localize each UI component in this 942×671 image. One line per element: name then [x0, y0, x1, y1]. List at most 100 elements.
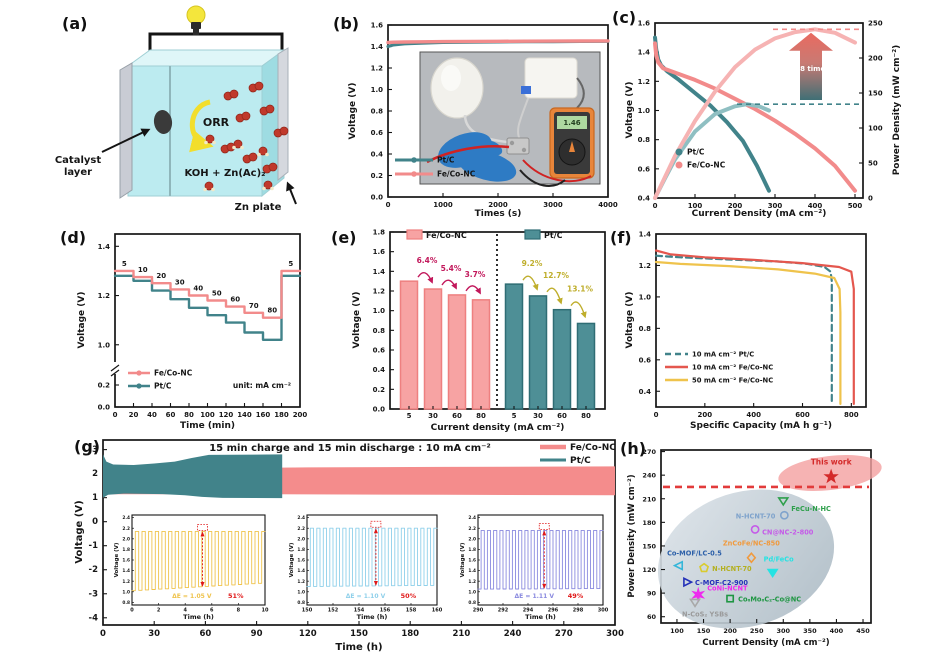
svg-text:Voltage (V): Voltage (V): [77, 292, 87, 349]
svg-text:Pd/FeCo: Pd/FeCo: [764, 556, 795, 564]
svg-text:Fe/Co-NC: Fe/Co-NC: [154, 369, 193, 378]
svg-text:30: 30: [175, 278, 185, 286]
svg-text:8: 8: [237, 608, 241, 614]
svg-text:10: 10: [138, 266, 148, 274]
svg-text:180: 180: [401, 629, 419, 639]
svg-text:20: 20: [129, 411, 139, 419]
svg-text:5: 5: [122, 260, 127, 268]
svg-text:0.4: 0.4: [373, 366, 386, 374]
svg-text:Co-MOF/LC-0.5: Co-MOF/LC-0.5: [667, 550, 722, 558]
svg-text:2: 2: [92, 469, 98, 479]
svg-text:Voltage (V): Voltage (V): [625, 292, 635, 349]
panel-b-label: (b): [333, 14, 360, 33]
svg-text:1.0: 1.0: [638, 107, 651, 115]
svg-text:180: 180: [642, 519, 656, 527]
svg-text:layer: layer: [64, 167, 92, 178]
svg-text:1.4: 1.4: [638, 49, 651, 57]
svg-text:30: 30: [533, 412, 543, 420]
svg-text:60: 60: [647, 613, 657, 621]
svg-text:0: 0: [113, 411, 118, 419]
svg-text:400: 400: [746, 411, 761, 419]
svg-text:1.2: 1.2: [98, 292, 111, 300]
svg-text:1000: 1000: [433, 201, 453, 209]
panel-g-chart: 0 30 60 90 120 150 180 210 240 270 300-4-3-2-10123…: [74, 439, 624, 653]
svg-text:Catalyst: Catalyst: [55, 155, 102, 166]
svg-text:60: 60: [199, 629, 211, 639]
svg-text:150: 150: [642, 542, 656, 550]
svg-text:40: 40: [147, 411, 157, 419]
svg-text:1.0: 1.0: [639, 293, 652, 301]
svg-text:0.4: 0.4: [638, 195, 651, 203]
svg-text:60: 60: [452, 412, 462, 420]
svg-text:1.8: 1.8: [122, 547, 130, 553]
svg-text:0.8: 0.8: [638, 136, 651, 144]
svg-text:Pt/C: Pt/C: [437, 156, 455, 165]
svg-text:1.2: 1.2: [638, 78, 651, 86]
svg-text:300: 300: [598, 608, 609, 614]
svg-text:0: 0: [100, 629, 106, 639]
svg-text:This work: This work: [811, 458, 853, 467]
svg-text:800: 800: [844, 411, 859, 419]
svg-text:Voltage (V): Voltage (V): [114, 542, 120, 577]
svg-text:1.46: 1.46: [563, 119, 580, 127]
svg-text:2.0: 2.0: [122, 536, 130, 542]
svg-text:ΔE = 1.05 V: ΔE = 1.05 V: [172, 593, 212, 600]
svg-text:1.4: 1.4: [371, 43, 384, 51]
svg-text:0.6: 0.6: [371, 129, 384, 137]
svg-text:Pt/C: Pt/C: [570, 456, 591, 466]
svg-text:Pt/C: Pt/C: [687, 148, 705, 157]
svg-text:1.6: 1.6: [373, 248, 386, 256]
svg-text:Time (h): Time (h): [335, 642, 382, 653]
svg-text:0.0: 0.0: [373, 406, 386, 414]
panel-c-chart: 0 100 200 300 400 500 0.4 0.6 0.8 1.0 1.2 1.4 1.6 0 50…: [625, 20, 902, 220]
svg-text:50%: 50%: [401, 592, 417, 600]
svg-text:0.2: 0.2: [371, 172, 384, 180]
svg-text:100: 100: [670, 627, 684, 635]
svg-text:1.8: 1.8: [468, 547, 476, 553]
svg-text:5: 5: [288, 260, 293, 268]
svg-text:160: 160: [256, 411, 271, 419]
svg-text:Voltage (V): Voltage (V): [348, 83, 358, 140]
svg-text:1.2: 1.2: [371, 65, 384, 73]
svg-text:1.2: 1.2: [122, 579, 130, 585]
svg-text:150: 150: [302, 608, 313, 614]
svg-text:Zn plate: Zn plate: [235, 202, 282, 213]
svg-text:5: 5: [512, 412, 517, 420]
svg-text:Power Density (mW cm⁻²): Power Density (mW cm⁻²): [892, 45, 902, 176]
svg-text:3000: 3000: [543, 201, 563, 209]
svg-text:10 mA cm⁻² Pt/C: 10 mA cm⁻² Pt/C: [692, 351, 754, 359]
panel-a-label: (a): [62, 14, 88, 33]
svg-text:1.6: 1.6: [122, 558, 130, 564]
panel-e-label: (e): [331, 228, 357, 247]
panel-h-label: (h): [620, 439, 647, 458]
svg-text:30: 30: [428, 412, 438, 420]
svg-text:Fe/Co-NC: Fe/Co-NC: [437, 170, 476, 179]
svg-text:250: 250: [868, 20, 883, 28]
svg-text:1.6: 1.6: [468, 558, 476, 564]
svg-text:1.2: 1.2: [297, 579, 305, 585]
svg-text:1.8: 1.8: [373, 229, 386, 237]
svg-text:1.4: 1.4: [639, 231, 652, 239]
svg-text:296: 296: [548, 608, 559, 614]
svg-text:2.0: 2.0: [468, 536, 476, 542]
svg-text:Time (h): Time (h): [357, 613, 388, 621]
svg-text:Voltage (V): Voltage (V): [289, 542, 295, 577]
svg-text:70: 70: [249, 302, 259, 310]
svg-text:0: 0: [130, 608, 134, 614]
svg-text:180: 180: [274, 411, 289, 419]
svg-text:Voltage (V): Voltage (V): [460, 542, 466, 577]
svg-text:160: 160: [432, 608, 443, 614]
svg-text:1.4: 1.4: [373, 268, 386, 276]
svg-text:0.6: 0.6: [373, 347, 386, 355]
svg-text:290: 290: [473, 608, 484, 614]
svg-text:Fe/Co-NC: Fe/Co-NC: [426, 231, 467, 240]
svg-text:12.7%: 12.7%: [543, 271, 570, 280]
svg-text:154: 154: [354, 608, 365, 614]
svg-text:60: 60: [557, 412, 567, 420]
svg-text:600: 600: [795, 411, 810, 419]
svg-text:200: 200: [698, 411, 713, 419]
svg-text:Current Density (mA cm⁻²): Current Density (mA cm⁻²): [702, 638, 829, 648]
svg-text:60: 60: [166, 411, 176, 419]
svg-text:4000: 4000: [598, 201, 618, 209]
